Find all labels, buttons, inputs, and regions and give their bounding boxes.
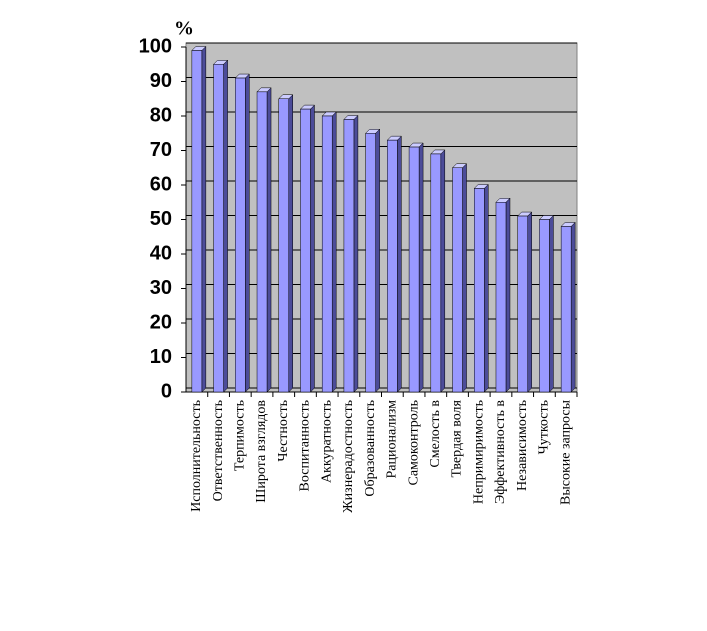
bar — [278, 98, 289, 393]
x-tick-label: Твердая воля — [450, 399, 465, 477]
bar-side — [549, 214, 554, 393]
bar — [539, 219, 550, 393]
x-tick-label: Непримиримость — [471, 400, 486, 504]
x-tick-label: Ответственность — [211, 400, 226, 501]
bar-side — [353, 114, 359, 393]
bar — [300, 108, 311, 393]
x-tick-label: Честность — [276, 400, 291, 462]
x-tick-label: Чуткость — [537, 400, 552, 454]
bar-side — [397, 135, 402, 393]
bar-side — [288, 94, 293, 393]
x-tick-label: Высокие запросы — [558, 399, 573, 505]
bar — [235, 77, 246, 393]
unit-label: % — [174, 18, 194, 40]
x-tick-label: Независимость — [515, 400, 530, 491]
bar — [474, 188, 485, 393]
x-tick-label: Терпимость — [233, 400, 248, 471]
y-tick-label: 20 — [150, 311, 172, 333]
y-tick-label: 100 — [139, 35, 172, 57]
y-tick-label: 0 — [161, 380, 172, 402]
bar — [213, 64, 224, 393]
bar-side — [375, 128, 380, 393]
x-tick-label: Аккуратность — [319, 400, 334, 483]
bar-side — [484, 183, 489, 393]
y-tick-label: 10 — [150, 346, 172, 368]
bar-side — [505, 197, 511, 393]
x-tick-label: Рационализм — [385, 400, 400, 479]
bar-side — [310, 104, 315, 393]
bar-side — [201, 45, 207, 393]
bar-side — [223, 59, 228, 393]
bar — [430, 153, 442, 393]
y-tick-label: 50 — [150, 208, 172, 230]
y-tick-label: 80 — [150, 104, 172, 126]
bar — [191, 50, 203, 393]
bar — [387, 139, 398, 393]
x-tick-label: Широта взглядов — [254, 400, 269, 503]
bar-side — [245, 73, 250, 393]
x-tick-label: Смелость в — [428, 400, 443, 468]
bar-side — [266, 87, 272, 393]
y-tick-label: 60 — [150, 173, 172, 195]
bar — [365, 133, 376, 393]
bar — [560, 226, 572, 393]
x-tick-label: Исполнительность — [189, 400, 204, 512]
bar — [256, 91, 268, 393]
bar — [343, 119, 355, 393]
x-tick-label: Самоконтроль — [406, 400, 421, 485]
y-tick-label: 30 — [150, 277, 172, 299]
bar — [408, 146, 420, 393]
bar-side — [527, 211, 532, 393]
bar — [517, 215, 528, 393]
y-tick-label: 70 — [150, 139, 172, 161]
bar-side — [331, 111, 337, 393]
x-tick-label: Жизнерадостность — [341, 400, 356, 513]
x-tick-label: Воспитанность — [298, 400, 313, 491]
bar — [452, 167, 463, 393]
y-tick-label: 90 — [150, 70, 172, 92]
x-tick-label: Эффективность в — [493, 400, 508, 504]
bar — [321, 115, 333, 393]
bar-side — [418, 142, 424, 393]
x-tick-label: Образованность — [363, 400, 378, 497]
bar-side — [462, 163, 467, 393]
bar — [495, 202, 507, 393]
plot-area — [185, 42, 578, 393]
y-tick-label: 40 — [150, 242, 172, 264]
bar-side — [440, 149, 446, 393]
bar-side — [570, 221, 576, 393]
